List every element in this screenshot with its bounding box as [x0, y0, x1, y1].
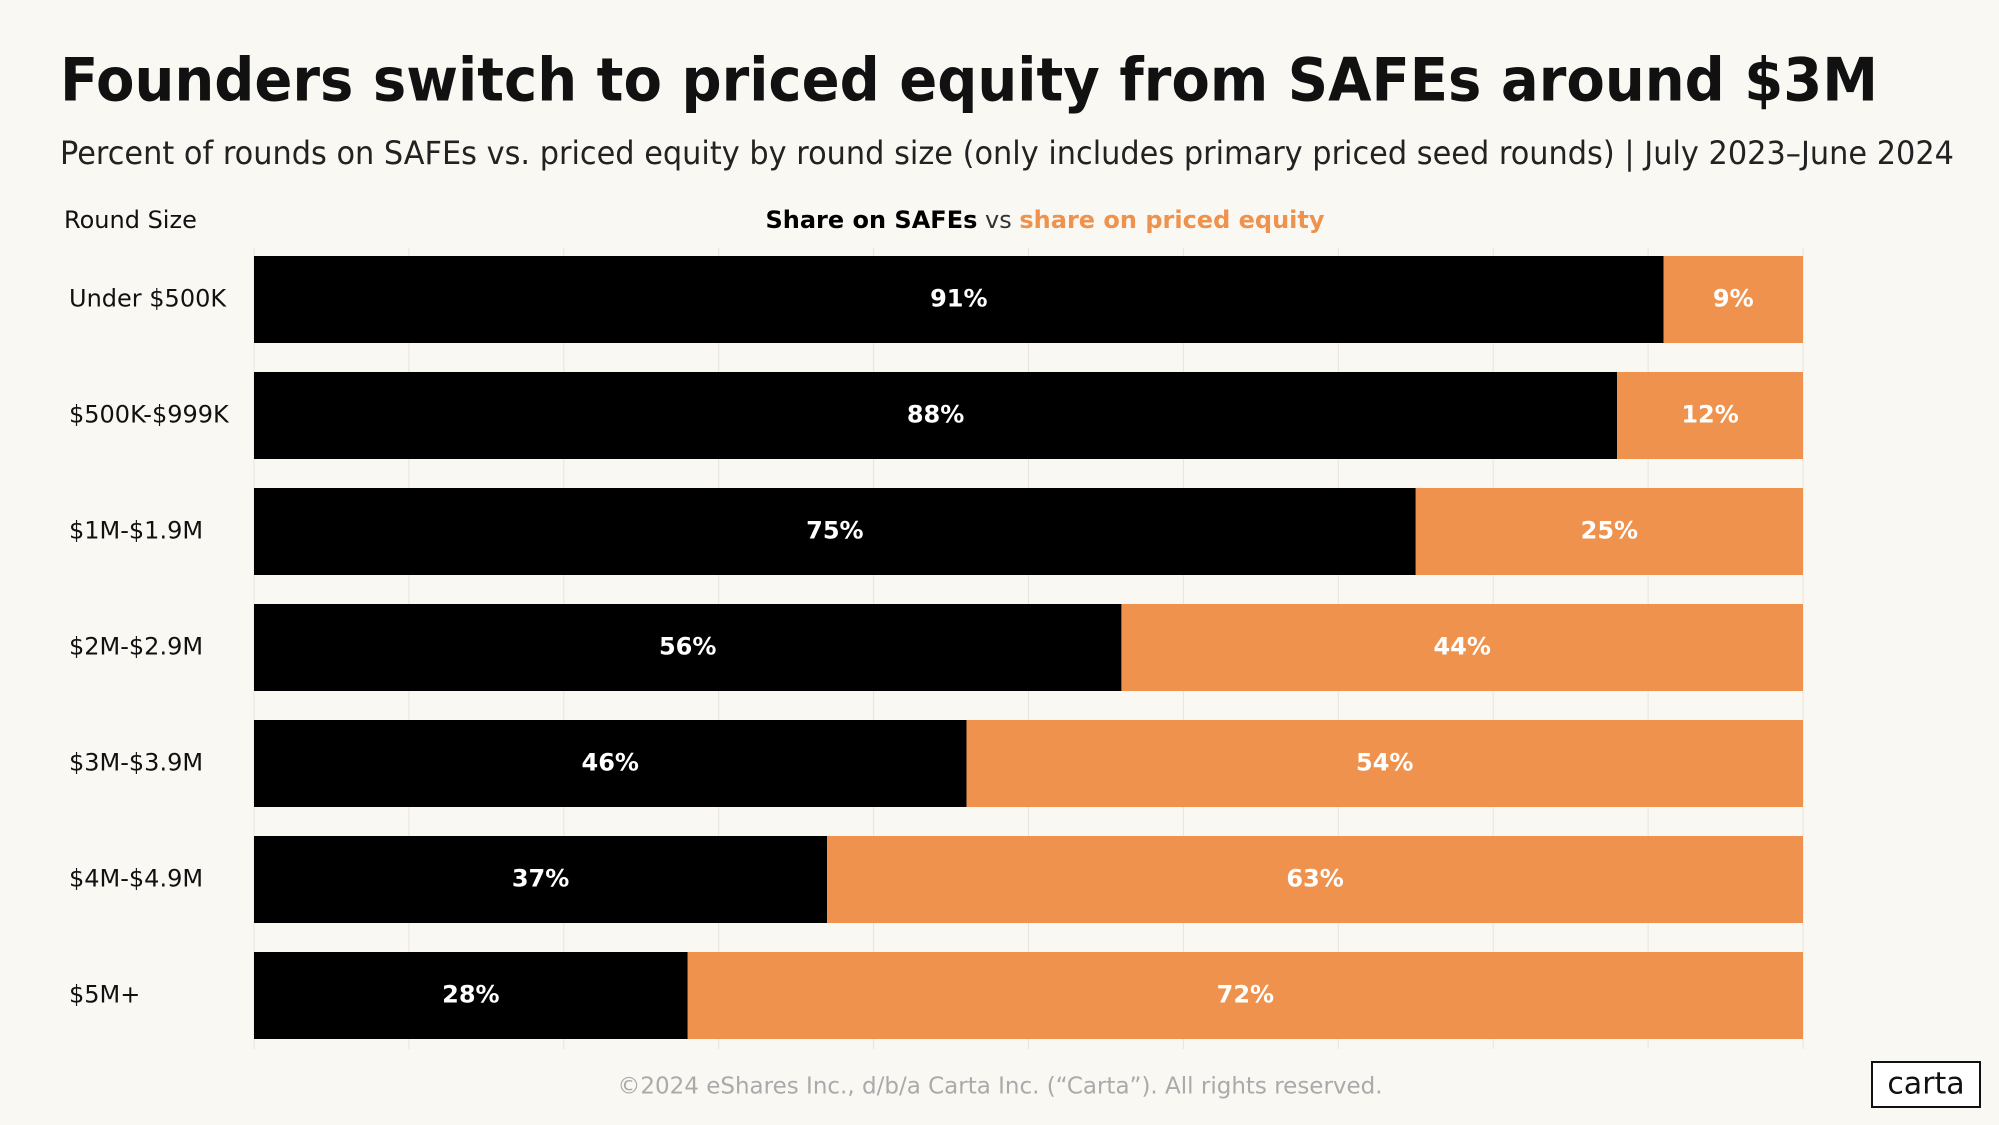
- y-tick-label: $3M-$3.9M: [69, 749, 203, 777]
- bar-segment: [827, 836, 1803, 923]
- value-label: 91%: [930, 285, 987, 313]
- value-label: 44%: [1433, 633, 1490, 661]
- bar-segment: [254, 720, 967, 807]
- value-label: 28%: [442, 981, 499, 1009]
- y-tick-label: $1M-$1.9M: [69, 517, 203, 545]
- legend-entry: share on priced equity: [1019, 206, 1324, 234]
- y-axis-label: Round Size: [64, 206, 197, 234]
- bar-segment: [966, 720, 1803, 807]
- bar-segment: [254, 604, 1122, 691]
- bar-segment: [254, 952, 688, 1039]
- chart-subtitle: Percent of rounds on SAFEs vs. priced eq…: [60, 134, 1954, 172]
- legend-entry: Share on SAFEs: [765, 206, 977, 234]
- y-tick-label: $5M+: [69, 981, 140, 1009]
- bar-segment: [687, 952, 1803, 1039]
- y-tick-label: $500K-$999K: [69, 401, 230, 429]
- value-label: 72%: [1217, 981, 1274, 1009]
- footer: ©2024 eShares Inc., d/b/a Carta Inc. (“C…: [617, 1074, 1382, 1100]
- value-label: 63%: [1286, 865, 1343, 893]
- value-label: 46%: [582, 749, 639, 777]
- bar-segment: [254, 256, 1664, 343]
- legend-joiner: vs: [985, 206, 1012, 234]
- value-label: 56%: [659, 633, 716, 661]
- chart-title: Founders switch to priced equity from SA…: [60, 46, 1878, 116]
- bar-segment: [1663, 256, 1803, 343]
- y-tick-label: $2M-$2.9M: [69, 633, 203, 661]
- value-label: 75%: [806, 517, 863, 545]
- bar-segment: [254, 836, 828, 923]
- value-label: 54%: [1356, 749, 1413, 777]
- y-tick-label: Under $500K: [69, 285, 227, 313]
- bar-segment: [1415, 488, 1803, 575]
- y-tick-label: $4M-$4.9M: [69, 865, 203, 893]
- value-label: 9%: [1713, 285, 1754, 313]
- value-label: 37%: [512, 865, 569, 893]
- bar-segment: [254, 372, 1618, 459]
- logo-box: [1871, 1061, 1981, 1108]
- value-label: 88%: [907, 401, 964, 429]
- logo: carta: [1887, 1067, 1964, 1102]
- value-label: 12%: [1681, 401, 1738, 429]
- bar-segment: [1121, 604, 1803, 691]
- bar-segment: [1617, 372, 1803, 459]
- value-label: 25%: [1581, 517, 1638, 545]
- bar-segment: [254, 488, 1416, 575]
- legend: Share on SAFEs vs share on priced equity: [765, 206, 1324, 234]
